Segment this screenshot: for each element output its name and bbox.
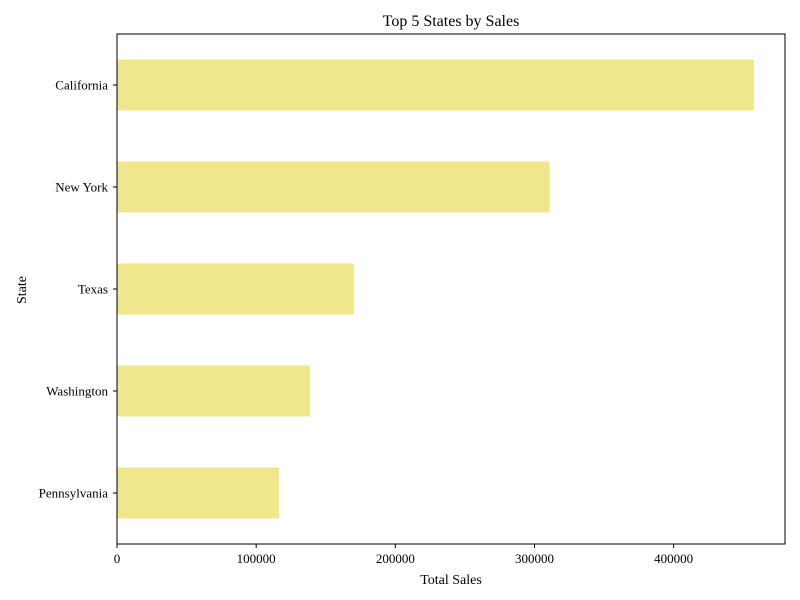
- bar-pennsylvania: [117, 467, 280, 519]
- y-tick-label: New York: [55, 180, 108, 195]
- y-tick-label: Texas: [78, 282, 108, 297]
- bar-new-york: [117, 161, 550, 213]
- y-tick-label: California: [55, 78, 108, 93]
- x-tick-label: 100000: [237, 551, 276, 566]
- y-axis-label: State: [15, 276, 30, 304]
- x-tick-label: 300000: [515, 551, 554, 566]
- bar-washington: [117, 365, 310, 417]
- x-tick-label: 200000: [376, 551, 415, 566]
- y-tick-label: Washington: [46, 384, 108, 399]
- chart-title: Top 5 States by Sales: [383, 13, 520, 30]
- bar-california: [117, 59, 754, 111]
- plot-frame: [116, 33, 786, 545]
- x-tick-label: 400000: [654, 551, 693, 566]
- y-tick-label: Pennsylvania: [39, 486, 109, 501]
- x-tick-label: 0: [114, 551, 121, 566]
- bar-texas: [117, 263, 354, 315]
- plot-area: California New York Texas Washington Pennsyl…: [39, 33, 786, 566]
- x-axis-label: Total Sales: [420, 573, 482, 588]
